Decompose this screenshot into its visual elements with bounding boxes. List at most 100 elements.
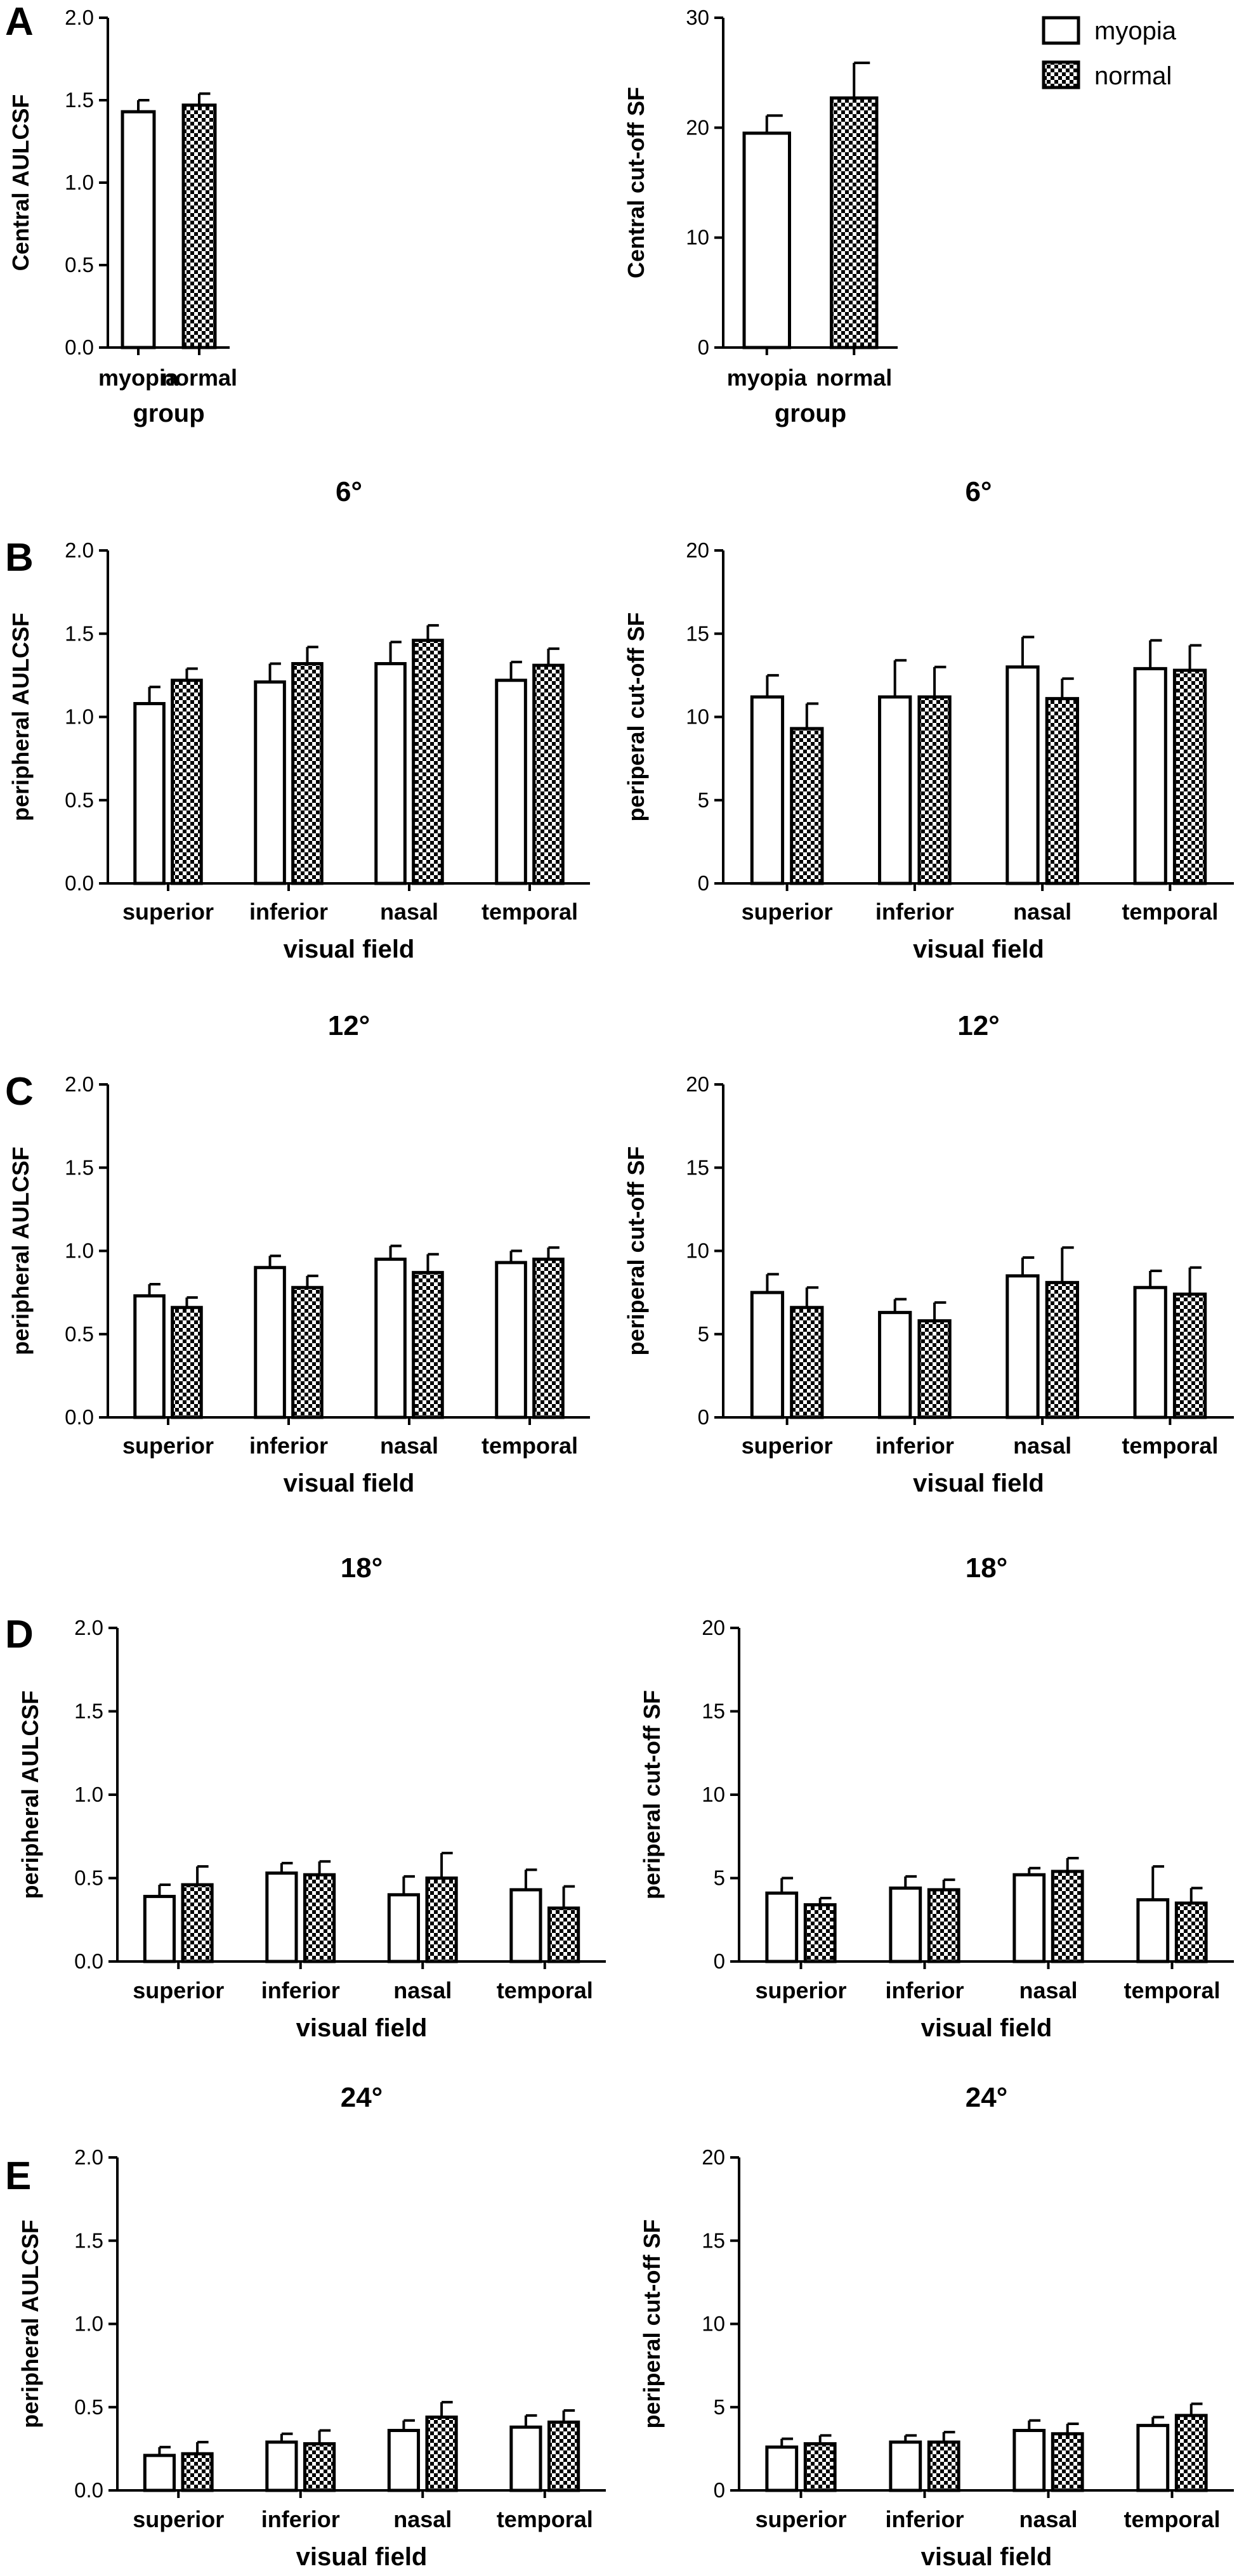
panel-letter: B — [5, 536, 34, 580]
x-tick-label: nasal — [1013, 1433, 1071, 1459]
panel-letter: C — [5, 1070, 34, 1114]
bar-myopia-temporal — [1133, 667, 1167, 885]
bar-normal-inferior — [303, 2442, 336, 2492]
y-tick-label: 0.5 — [65, 253, 94, 276]
y-tick-label: 15 — [686, 1155, 709, 1179]
y-tick-label: 1.0 — [74, 2312, 103, 2336]
bar-normal-superior — [181, 2452, 214, 2492]
x-tick-label: myopia — [98, 365, 179, 391]
chart-title: 24° — [341, 2082, 383, 2113]
chart-b-right: 6° 0 5 10 15 20 periperal cut-off SF visual fie… — [623, 476, 1234, 963]
chart-title: 12° — [957, 1010, 1000, 1041]
bar-normal — [830, 96, 879, 349]
y-axis-title: periperal cut-off SF — [639, 1690, 665, 1899]
bar-myopia-inferior — [889, 2440, 922, 2492]
legend-label-myopia: myopia — [1094, 17, 1177, 45]
bar-normal-nasal — [1051, 2432, 1084, 2492]
bar-normal-superior — [181, 1883, 214, 1963]
x-tick-label: inferior — [261, 2506, 340, 2532]
y-tick-label: 0 — [698, 1405, 709, 1429]
bar-normal-inferior — [303, 1873, 336, 1963]
x-tick-label: inferior — [249, 899, 328, 925]
y-tick-label: 20 — [702, 2145, 725, 2169]
bar-normal-temporal — [1174, 2414, 1208, 2492]
y-tick-label: 10 — [686, 705, 709, 729]
y-tick-label: 20 — [686, 1072, 709, 1096]
x-axis-title: visual field — [296, 2014, 428, 2042]
bar-normal-temporal — [547, 2420, 580, 2492]
chart-title: 24° — [966, 2082, 1008, 2113]
chart-title: 6° — [336, 476, 362, 507]
bar-myopia-temporal — [495, 679, 527, 885]
y-tick-label: 5 — [698, 788, 709, 812]
y-tick-label: 1.0 — [65, 171, 94, 194]
bar-myopia-superior — [765, 1891, 799, 1963]
y-tick-label: 0 — [698, 871, 709, 895]
bar-normal-temporal — [1174, 1901, 1208, 1963]
x-tick-label: nasal — [1019, 1977, 1077, 2003]
x-tick-label: myopia — [727, 365, 808, 391]
bar-myopia-nasal — [1006, 665, 1040, 885]
chart-d-right: 18° 0 5 10 15 20 periperal cut-off SF visual fi… — [639, 1552, 1234, 2042]
bar-myopia — [742, 131, 791, 349]
chart-a-left: A 0.0 0.5 1.0 1.5 2.0 Central AULCSF group myopi… — [5, 0, 237, 427]
y-tick-label: 5 — [714, 1866, 725, 1890]
bar-normal-temporal — [1172, 668, 1207, 885]
bar-myopia-inferior — [878, 1311, 912, 1419]
bar-myopia-nasal — [387, 2429, 421, 2492]
bar-myopia-inferior — [265, 1871, 298, 1963]
x-axis-title: group — [133, 400, 204, 427]
y-tick-label: 0.0 — [74, 2478, 103, 2502]
y-tick-label: 20 — [702, 1616, 725, 1639]
y-tick-label: 2.0 — [74, 1616, 103, 1639]
bar-normal-inferior — [927, 1888, 960, 1963]
bar-normal-inferior — [927, 2440, 960, 2492]
x-axis-title: visual field — [921, 2014, 1052, 2042]
y-tick-label: 10 — [702, 2312, 725, 2336]
y-tick-label: 0.5 — [74, 2395, 103, 2419]
bar-myopia-temporal — [1136, 2424, 1170, 2492]
bar-normal-superior — [171, 679, 203, 885]
bar-normal-temporal — [532, 663, 565, 885]
x-tick-label: inferior — [875, 1433, 954, 1459]
legend-label-normal: normal — [1094, 62, 1172, 90]
y-tick-label: 15 — [702, 2228, 725, 2252]
bar-normal-nasal — [1051, 1870, 1084, 1963]
bar-normal-superior — [790, 727, 824, 885]
y-axis-title: peripheral AULCSF — [8, 1147, 34, 1355]
y-tick-label: 1.0 — [65, 705, 94, 729]
y-tick-label: 1.0 — [74, 1783, 103, 1806]
y-tick-label: 2.0 — [74, 2145, 103, 2169]
x-tick-label: temporal — [1122, 1433, 1218, 1459]
x-tick-label: temporal — [482, 899, 578, 925]
bar-normal-temporal — [532, 1258, 565, 1419]
y-tick-label: 10 — [702, 1783, 725, 1806]
bar-normal-nasal — [425, 2416, 458, 2492]
bar-normal-temporal — [1172, 1292, 1207, 1419]
y-tick-label: 2.0 — [65, 538, 94, 562]
chart-a-right: 0 10 20 30 Central cut-off SF group myopia norm… — [623, 6, 898, 427]
bar-myopia-temporal — [1136, 1898, 1170, 1963]
bar-normal-nasal — [1045, 1280, 1079, 1419]
legend-swatch-normal — [1042, 60, 1080, 89]
bar-normal-superior — [790, 1306, 824, 1419]
y-axis-title: periperal cut-off SF — [623, 612, 649, 821]
bar-normal — [181, 103, 217, 349]
x-tick-label: inferior — [875, 899, 954, 925]
bar-myopia-inferior — [254, 680, 286, 885]
bar-myopia-superior — [143, 1894, 176, 1963]
y-tick-label: 0.0 — [65, 1405, 94, 1429]
x-axis-title: visual field — [913, 935, 1044, 963]
y-tick-label: 5 — [698, 1322, 709, 1346]
bar-myopia-superior — [133, 702, 166, 885]
y-axis-title: peripheral AULCSF — [8, 613, 34, 821]
chart-b-left: 6° B 0.0 0.5 1.0 1.5 2.0 peripheral AULCSF visua… — [5, 476, 590, 963]
x-axis-title: visual field — [296, 2543, 428, 2571]
y-tick-label: 0 — [714, 2478, 725, 2502]
x-tick-label: temporal — [1124, 2506, 1220, 2532]
y-axis-title: Central cut-off SF — [623, 87, 649, 278]
x-axis-title: visual field — [284, 1469, 415, 1497]
bar-myopia-nasal — [1012, 2429, 1046, 2492]
bar-myopia-nasal — [1012, 1873, 1046, 1963]
chart-title: 6° — [965, 476, 992, 507]
